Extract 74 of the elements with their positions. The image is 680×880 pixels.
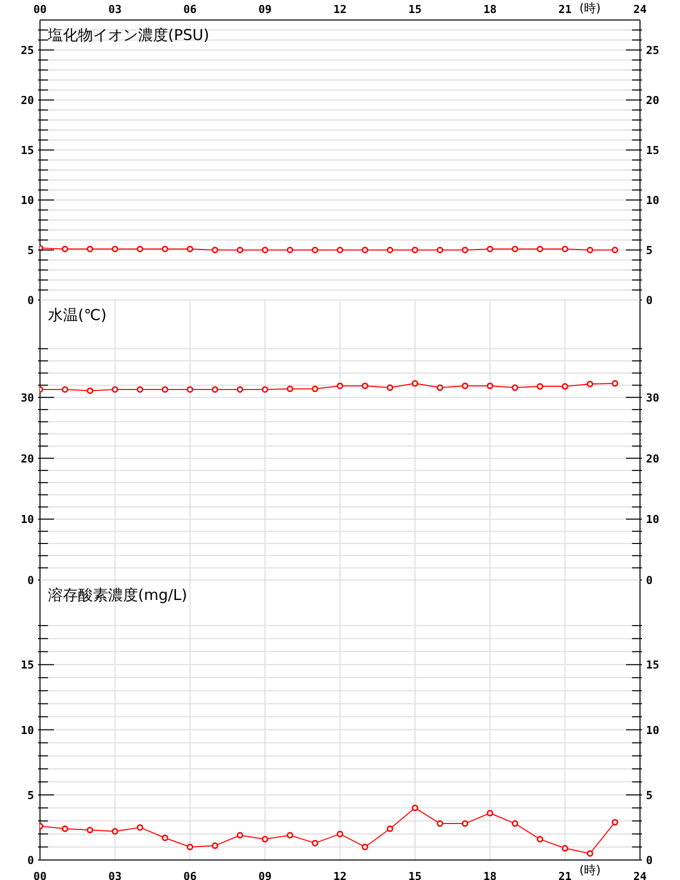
x2-tick-label: 24 [633, 3, 647, 16]
text: 溶存酸素濃度(mg/L) [48, 586, 188, 605]
point [612, 818, 618, 826]
y2-tick-label: 0 [646, 854, 653, 867]
x2-tick-label: 12 [333, 3, 347, 16]
x2-axis-title: (時) [579, 1, 601, 15]
y-tick-label: 0 [27, 854, 34, 867]
y-tick-label: 15 [20, 144, 34, 157]
x2-tick-label: 21 [558, 3, 572, 16]
y-tick-label: 20 [20, 452, 34, 466]
y2-tick-label: 5 [646, 244, 653, 257]
x2-tick-label: 18 [483, 3, 497, 16]
point [586, 850, 594, 857]
y2-tick-label: 10 [646, 194, 660, 207]
point [162, 834, 168, 842]
y2-tick-label: 20 [646, 94, 660, 107]
point [86, 826, 94, 834]
point [62, 825, 68, 832]
point [262, 836, 268, 842]
y-tick-label: 10 [20, 724, 34, 737]
y2-tick-label: 10 [646, 724, 660, 737]
y2-tick-label: 25 [646, 44, 660, 57]
point [386, 825, 394, 832]
y-tick-label: 30 [20, 391, 34, 404]
y2-tick-label: 15 [646, 144, 660, 157]
point [286, 832, 294, 839]
y-tick-label: 25 [20, 44, 34, 57]
y2-tick-label: 0 [646, 294, 653, 307]
x-tick-label: 21 [558, 870, 572, 880]
y-tick-label: 0 [27, 294, 34, 307]
y-tick-label: 10 [20, 513, 34, 526]
point [186, 844, 194, 850]
x-tick-label: 18 [483, 870, 497, 880]
x-tick-label: 24 [633, 870, 647, 880]
y2-tick-label: 0 [646, 574, 653, 587]
point [486, 810, 494, 816]
y2-tick-label: 30 [646, 391, 660, 404]
point [312, 840, 318, 846]
y2-tick-label: 10 [646, 513, 660, 526]
y-tick-label: 10 [20, 194, 34, 207]
y-tick-label: 0 [27, 574, 34, 587]
point [112, 828, 118, 835]
point [212, 842, 218, 849]
x2-tick-label: 15 [408, 3, 422, 16]
x-tick-label: 06 [183, 870, 197, 880]
y-tick-label: 5 [27, 244, 34, 257]
x-tick-label: 15 [408, 870, 422, 880]
x-tick-label: 12 [333, 870, 347, 880]
y-tick-label: 20 [20, 94, 34, 107]
chart-title: 塩化物イオン濃度(PSU) [48, 26, 210, 45]
x-tick-label: 03 [108, 870, 122, 880]
y-tick-label: 15 [20, 658, 34, 672]
point [462, 820, 468, 827]
y2-tick-label: 20 [646, 452, 660, 466]
x2-tick-label: 09 [258, 3, 272, 16]
y-tick-label: 5 [27, 788, 34, 802]
point [562, 845, 568, 852]
x-tick-label: 09 [258, 870, 272, 880]
x2-tick-label: 06 [183, 3, 197, 16]
y2-tick-label: 5 [646, 788, 653, 802]
point [336, 830, 344, 838]
point [512, 820, 518, 827]
point [412, 804, 418, 812]
point [536, 836, 544, 842]
x-tick-label: 00 [33, 870, 47, 880]
point [362, 844, 368, 850]
x2-tick-label: 03 [108, 3, 122, 16]
x-axis-title: (時) [579, 863, 601, 877]
point [136, 824, 144, 831]
text: 水温(℃) [48, 306, 107, 325]
point [236, 832, 244, 839]
point [436, 820, 444, 827]
x2-tick-label: 00 [33, 3, 47, 16]
y2-tick-label: 15 [646, 658, 660, 672]
